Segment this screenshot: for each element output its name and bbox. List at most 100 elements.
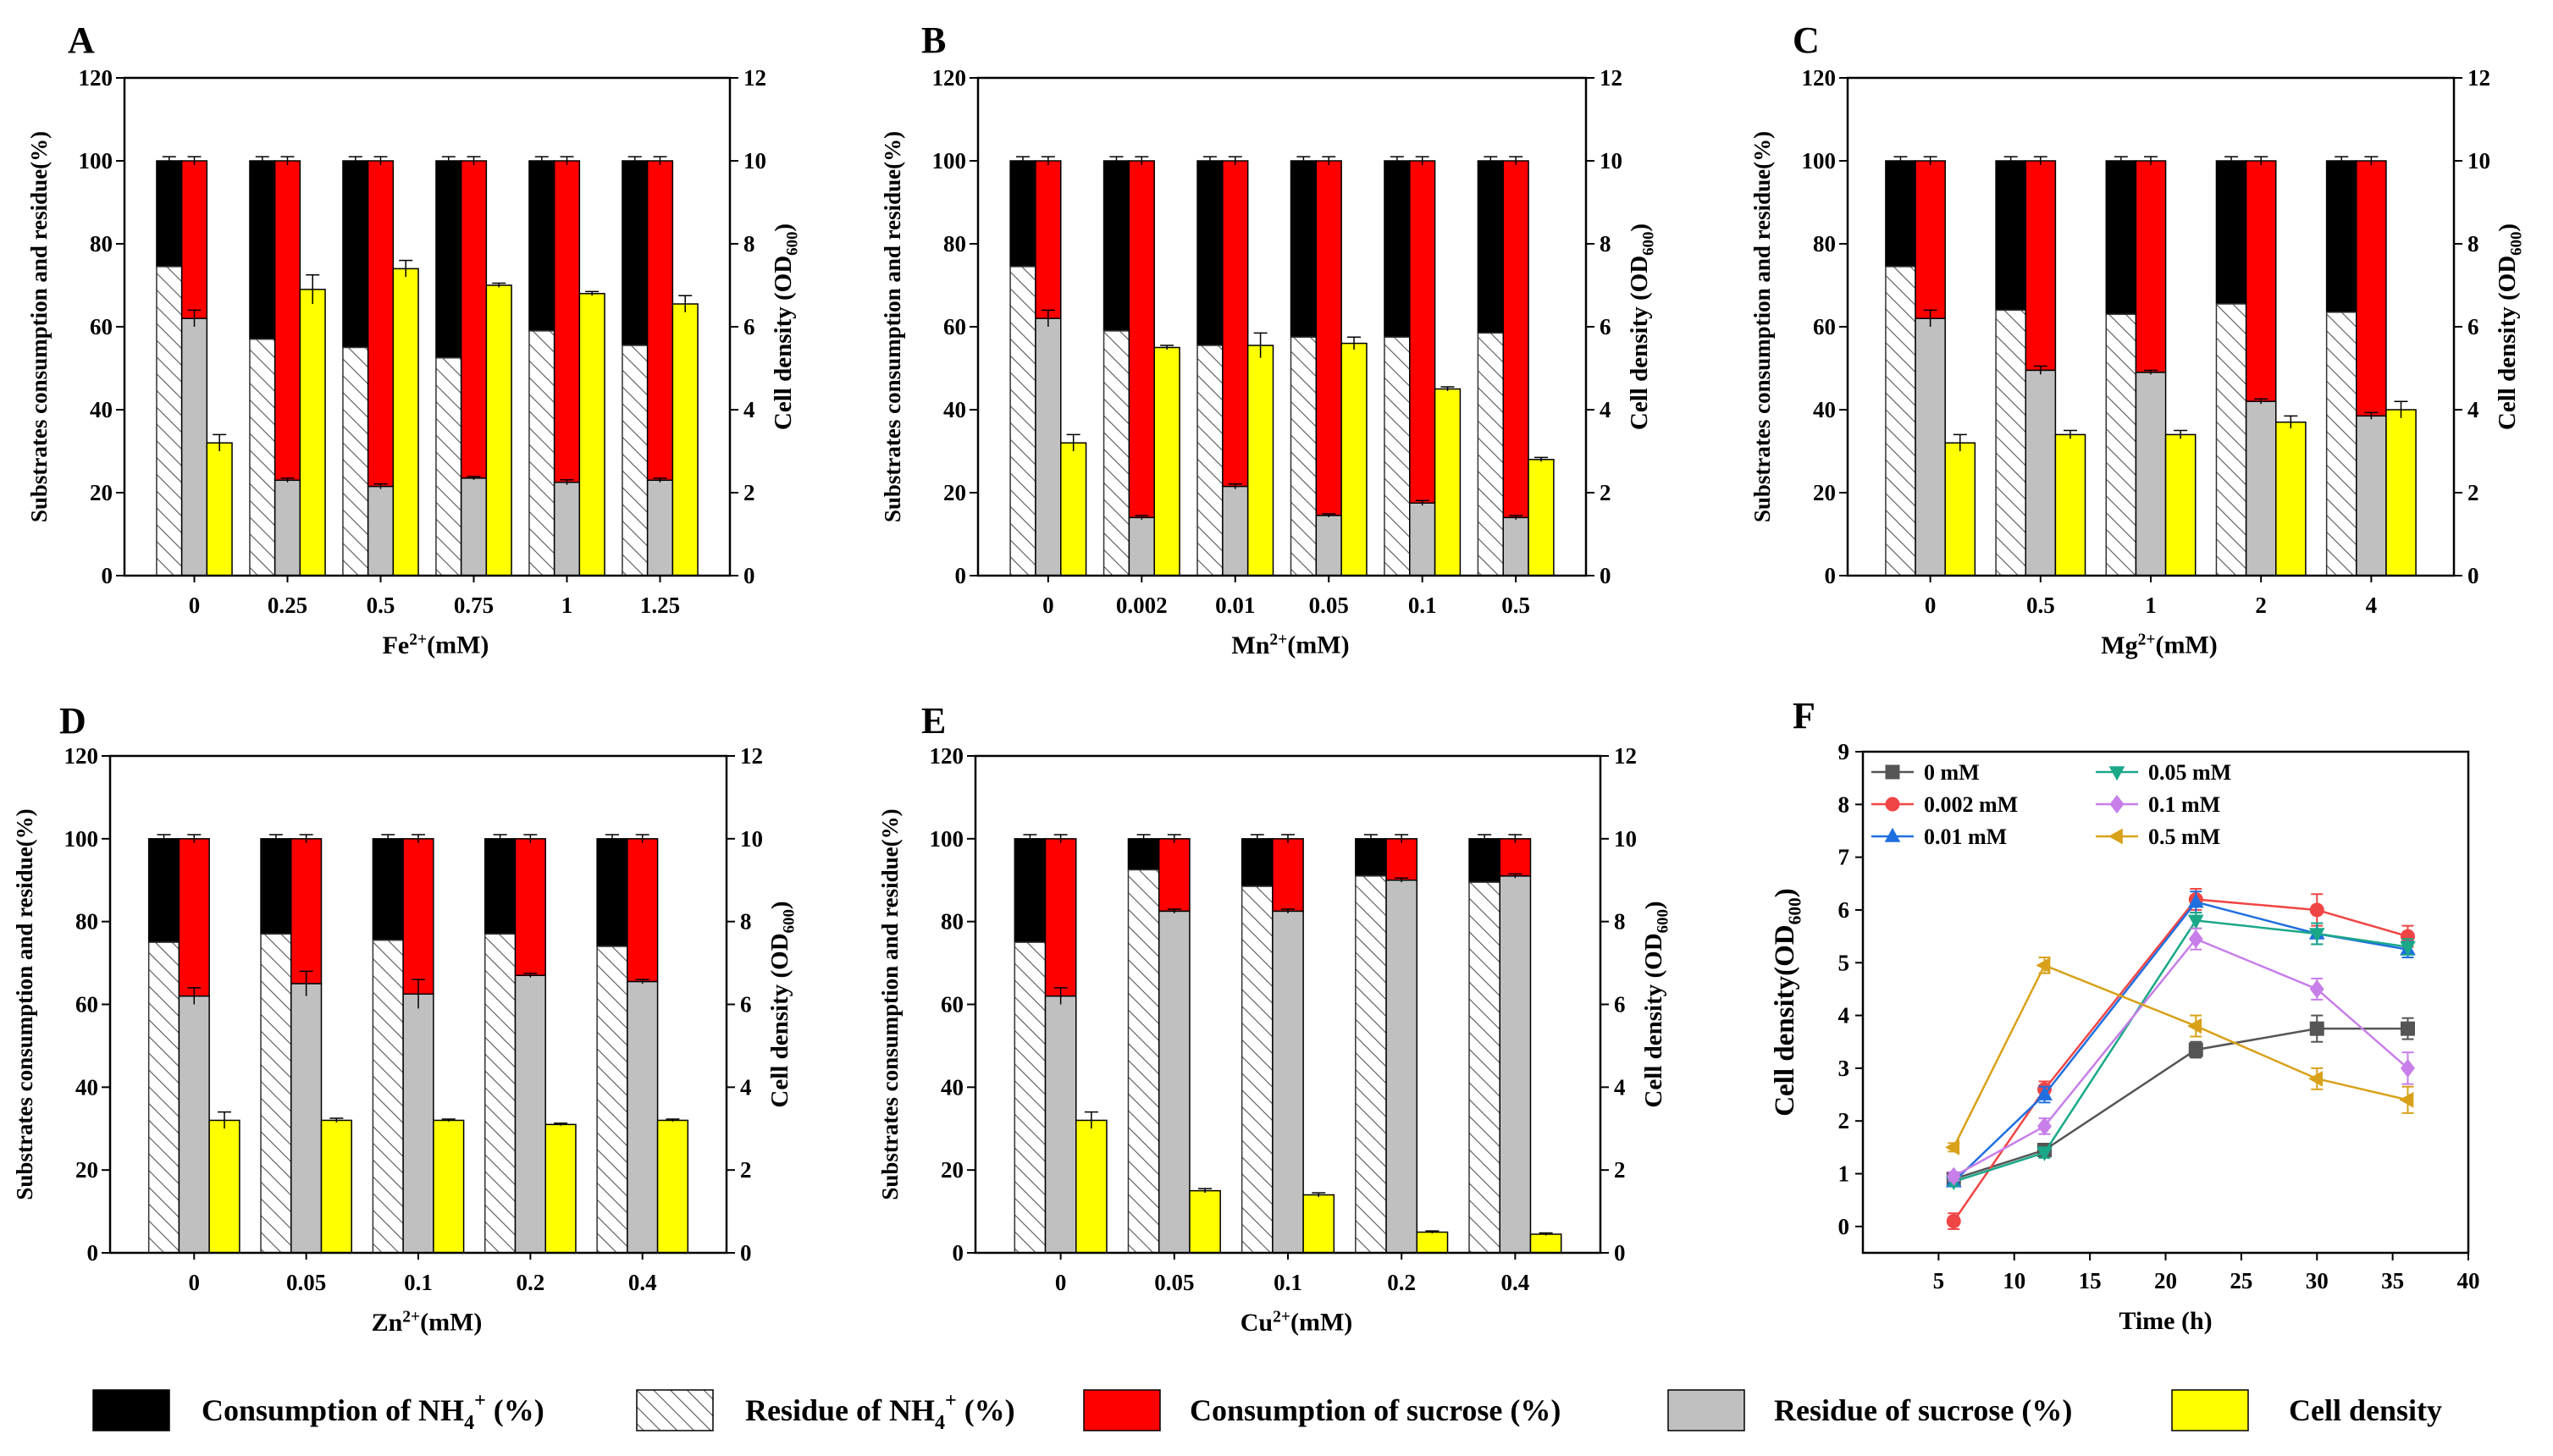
bar-nh4-consumption: [1196, 160, 1224, 346]
legend-label: Residue of NH4+ (%): [745, 1390, 1015, 1434]
legend-item: 0.05 mM: [2096, 760, 2231, 785]
bar-cell-density: [2054, 433, 2086, 576]
y-tick-label: 5: [1838, 950, 1850, 975]
bar-cell-density: [320, 1119, 352, 1254]
y-tick-label-left: 40: [75, 1074, 98, 1100]
marker-diamond: [2309, 979, 2324, 999]
y-tick-label-left: 20: [75, 1157, 98, 1183]
bar-sucrose-consumption: [274, 160, 301, 482]
bar-cell-density: [544, 1123, 577, 1254]
panel-label: E: [921, 700, 946, 742]
bar-cell-density: [485, 284, 512, 576]
legend-item: 0.002 mM: [1871, 792, 2018, 817]
bar-cell-density: [656, 1119, 689, 1254]
y-tick-label-left: 40: [90, 397, 113, 422]
x-tick-label: 1: [2145, 593, 2157, 618]
bar-cell-density: [1340, 342, 1368, 576]
y-tick-label-left: 20: [941, 1157, 964, 1183]
y-tick-label: 3: [1838, 1056, 1850, 1081]
bar-nh4-consumption: [2105, 160, 2137, 316]
marker-triangle-left: [2308, 1071, 2324, 1087]
bar-nh4-consumption: [1384, 160, 1411, 338]
bar-nh4-residue: [528, 330, 555, 576]
bar-nh4-residue: [1009, 266, 1036, 576]
x-tick-label: 0.1: [1408, 593, 1437, 618]
x-tick-label: 0.05: [1154, 1270, 1194, 1295]
bar-sucrose-consumption: [627, 838, 659, 983]
y-tick-label-right: 6: [1614, 992, 1626, 1018]
bar-nh4-consumption: [1290, 160, 1318, 338]
bar-nh4-residue: [1885, 266, 1916, 576]
y-tick-label-left: 0: [955, 563, 967, 588]
legend-item: 0.01 mM: [1871, 825, 2007, 849]
x-axis-label: Cu2+(mM): [1241, 1309, 1353, 1337]
marker-square: [2309, 1021, 2324, 1036]
bar-cell-density: [206, 442, 233, 576]
bar-nh4-consumption: [1014, 838, 1047, 943]
bar-cell-density: [578, 293, 605, 576]
y-tick-label-right: 12: [743, 65, 766, 91]
x-axis-label: Fe2+(mM): [383, 631, 489, 660]
bar-sucrose-residue: [1035, 317, 1062, 576]
x-tick-label: 30: [2306, 1268, 2329, 1293]
bar-sucrose-residue: [646, 479, 674, 576]
x-tick-label: 0.1: [404, 1270, 433, 1295]
marker-triangle-left: [2108, 828, 2123, 845]
y-tick-label-left: 80: [75, 909, 98, 935]
bar-sucrose-residue: [1315, 515, 1342, 576]
legend-item: 0.1 mM: [2096, 792, 2220, 817]
bar-sucrose-residue: [1502, 516, 1529, 576]
legend-item-sucrose_residue: Residue of sucrose (%): [1667, 1389, 2072, 1431]
bar-nh4-consumption: [2215, 160, 2247, 305]
y-tick-label-right: 6: [1600, 314, 1611, 339]
x-tick-label: 1.25: [640, 593, 680, 618]
bar-cell-density: [1528, 459, 1555, 576]
bar-nh4-residue: [1468, 881, 1500, 1254]
bar-nh4-consumption: [249, 160, 276, 340]
legend-swatch: [2171, 1389, 2249, 1431]
marker-triangle-left: [2036, 957, 2051, 973]
x-axis-label: Time (h): [2119, 1307, 2212, 1335]
y-tick-label-right: 0: [1614, 1240, 1626, 1266]
bar-cell-density: [1075, 1119, 1108, 1254]
bar-cell-density: [1944, 442, 1976, 576]
y-tick-label: 6: [1838, 897, 1850, 923]
bar-nh4-consumption: [1468, 838, 1500, 883]
marker-diamond: [2188, 929, 2203, 949]
marker-triangle-down: [2187, 914, 2204, 929]
bar-cell-density: [1302, 1194, 1335, 1254]
legend-label: Residue of sucrose (%): [1774, 1393, 2072, 1427]
x-tick-label: 5: [1933, 1268, 1945, 1293]
x-tick-label: 0: [189, 593, 201, 618]
y-tick-label: 2: [1838, 1108, 1850, 1133]
panel-F: F 5 10 15 20 25 30 35 40 0 1 2 3 4 5 6 7 8 9 Time (h) Cell d…: [1770, 695, 2480, 1335]
bar-sucrose-consumption: [646, 160, 674, 482]
marker-diamond: [2109, 794, 2125, 814]
bar-sucrose-consumption: [2025, 160, 2057, 372]
bar-cell-density: [2164, 433, 2197, 576]
y-tick-label-right: 8: [1614, 909, 1626, 935]
bar-nh4-consumption: [1241, 838, 1274, 887]
y-tick-label-left: 0: [953, 1240, 964, 1266]
y-tick-label: 4: [1838, 1003, 1850, 1029]
marker-triangle-left: [1945, 1139, 1960, 1155]
legend-item-nh4_residue: Residue of NH4+ (%): [636, 1389, 1015, 1434]
bar-nh4-residue: [484, 933, 517, 1254]
y-tick-label-right: 0: [740, 1240, 752, 1266]
y-tick-label: 9: [1838, 739, 1850, 764]
legend-label: 0.5 mM: [2148, 825, 2220, 849]
x-tick-label: 0.4: [1500, 1270, 1529, 1295]
bar-cell-density: [1060, 442, 1087, 576]
bar-sucrose-residue: [290, 983, 323, 1254]
y-tick-label-right: 12: [2467, 65, 2490, 91]
bar-sucrose-consumption: [367, 160, 395, 488]
marker-square: [2188, 1042, 2203, 1057]
y-axis-label-right: Cell density (OD600): [766, 901, 798, 1107]
legend-item-nh4_consumption: Consumption of NH4+ (%): [92, 1389, 544, 1434]
bar-sucrose-consumption: [290, 838, 323, 984]
x-tick-label: 0: [1042, 593, 1054, 618]
bar-sucrose-residue: [1915, 317, 1946, 576]
legend-item-sucrose_consumption: Consumption of sucrose (%): [1083, 1389, 1561, 1431]
bar-nh4-consumption: [1885, 160, 1916, 267]
y-tick-label-right: 12: [740, 743, 763, 769]
